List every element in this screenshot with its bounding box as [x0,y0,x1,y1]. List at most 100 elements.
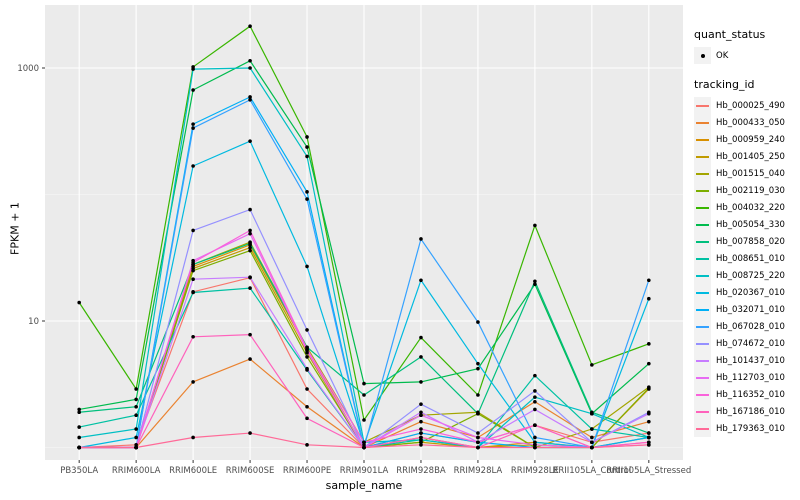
data-point [647,296,651,301]
x-tick-label: RRIM600LE [169,466,217,476]
x-tick-label: RRIM901LA [340,466,389,476]
data-point [533,407,537,412]
data-point [647,278,651,283]
legend-item-label: Hb_116352_010 [716,389,785,400]
legend-item-label: Hb_179363_010 [716,423,785,434]
data-point [248,95,252,99]
y-tick-label: 10 [28,317,39,327]
data-point [248,286,252,290]
legend-key [694,267,711,284]
data-point [362,381,366,386]
data-point [533,440,537,445]
line-swatch-icon [696,427,709,430]
line-swatch-icon [696,342,709,345]
data-point [362,445,366,450]
data-point [305,387,309,391]
line-swatch-icon [696,240,709,243]
data-point [248,275,252,279]
legend-key [694,216,711,233]
legend-item: Hb_000959_240 [694,131,800,148]
data-point [533,279,537,284]
legend-item-label: Hb_167186_010 [716,406,785,417]
data-point [191,435,195,440]
line-swatch-icon [696,325,709,328]
x-tick-label: RRIM928LA [454,466,503,476]
legend-item-label: Hb_005054_330 [716,219,785,230]
legend-item-label: Hb_067028_010 [716,321,785,332]
x-tick-label: RRIM600LA [112,466,161,476]
data-point [191,126,195,130]
data-point [191,380,195,384]
line-swatch-icon [696,359,709,362]
line-swatch-icon [696,172,709,175]
data-point [248,66,252,70]
data-point [134,443,138,447]
data-point [476,435,480,440]
data-point [647,361,651,366]
y-tick-label: 1000 [17,64,39,74]
data-point [419,402,423,406]
legend-key [694,250,711,267]
data-point [533,423,537,428]
legend-item-label: Hb_004032_220 [716,202,785,213]
data-point [305,366,309,371]
data-point [248,241,252,246]
data-point [419,443,423,447]
data-point [476,393,480,397]
legend-key [694,386,711,403]
data-point [590,427,594,431]
line-swatch-icon [696,138,709,141]
legend-item-label: Hb_000959_240 [716,134,785,145]
data-point [134,413,138,418]
data-point [590,440,594,445]
data-point [533,445,537,450]
legend-item-label: Hb_001405_250 [716,151,785,162]
data-point [647,411,651,416]
x-tick-label: RRII105LA_Control [552,466,631,476]
line-swatch-icon [696,155,709,158]
data-point [419,413,423,418]
legend-item-label: Hb_101437_010 [716,355,785,366]
data-point [647,443,651,447]
legend-key [694,148,711,165]
data-point [77,300,81,305]
data-point [647,342,651,346]
data-point [191,290,195,295]
legend-key [694,199,711,216]
data-point [248,228,252,233]
data-point [533,395,537,399]
data-point [476,431,480,435]
legend-item-label: Hb_008725_220 [716,270,785,281]
data-point [134,397,138,402]
legend-item-label: Hb_112703_010 [716,372,785,383]
data-point [419,419,423,424]
legend-item: Hb_000433_050 [694,114,800,131]
legend-item-label: Hb_001515_040 [716,168,785,179]
legend-item: Hb_008651_010 [694,250,800,267]
data-point [647,435,651,440]
legend-key [694,420,711,437]
legend-item-ok: OK [694,47,800,64]
data-point [533,223,537,228]
data-point [419,435,423,440]
data-point [305,355,309,359]
data-point [419,380,423,384]
data-point [476,366,480,371]
data-point [191,122,195,126]
legend-item: Hb_179363_010 [694,420,800,437]
data-point [134,427,138,431]
data-point [533,282,537,287]
legend-item-label: Hb_000433_050 [716,117,785,128]
x-tick-label: PB350LA [60,466,98,476]
data-point [191,88,195,92]
legend-key [694,403,711,420]
legend-item: Hb_004032_220 [694,199,800,216]
line-swatch-icon [696,257,709,260]
data-point [248,248,252,253]
legend-item-label: Hb_032071_010 [716,304,785,315]
legend-item: Hb_101437_010 [694,352,800,369]
x-tick-label: RRIM600PE [283,466,331,476]
data-point [419,431,423,435]
line-swatch-icon [696,206,709,209]
